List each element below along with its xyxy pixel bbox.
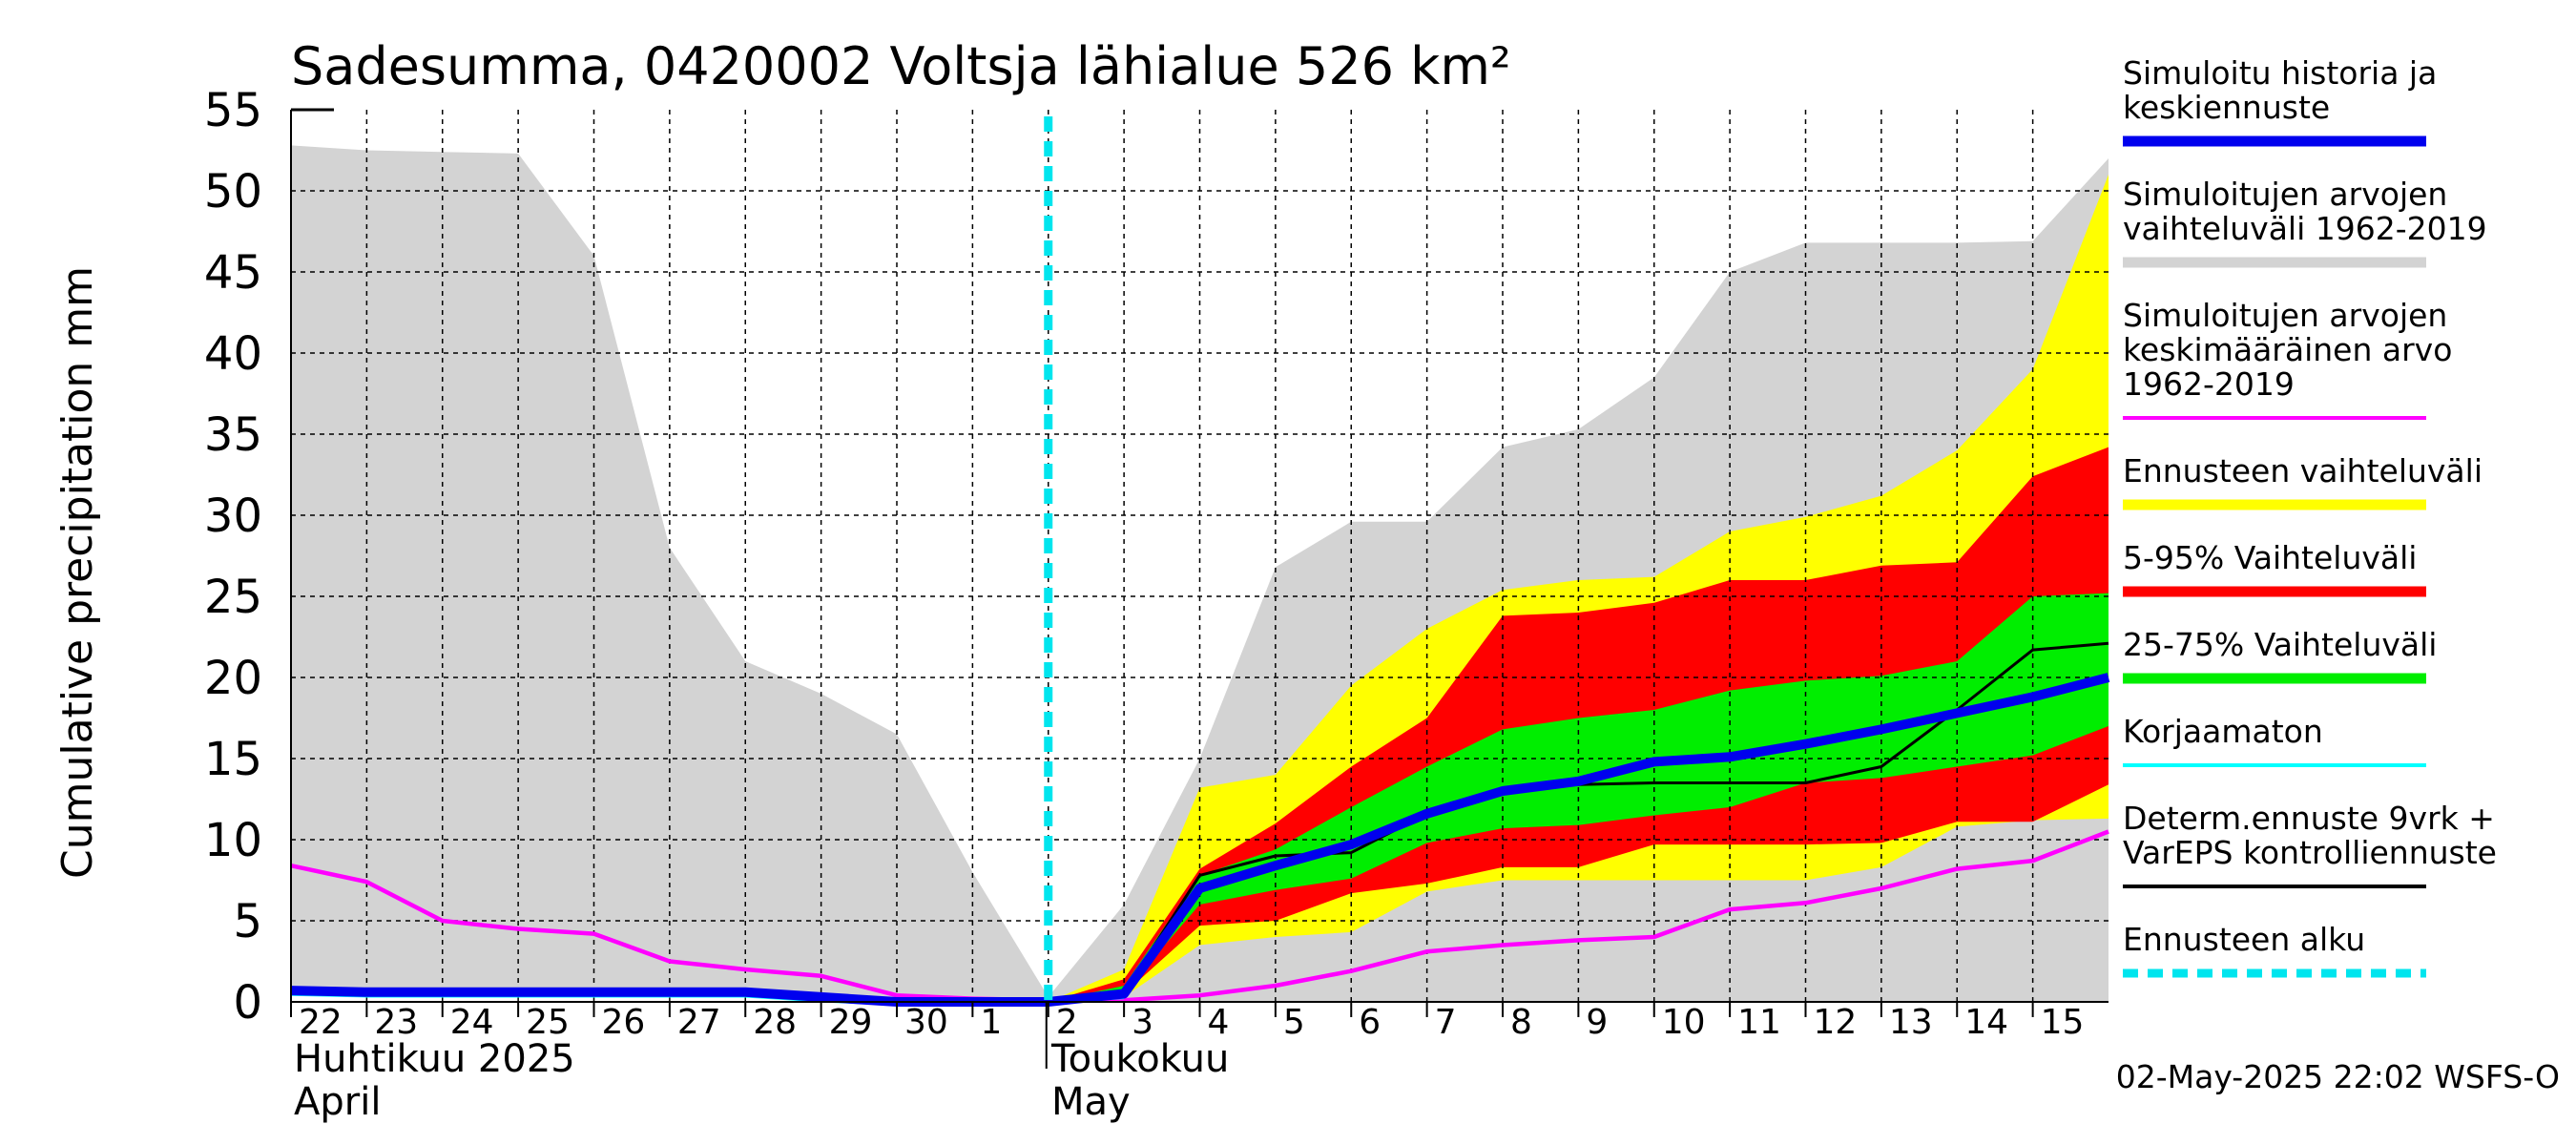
x-tick-label: 14 [1964, 1003, 2008, 1042]
legend-item-3: Ennusteen vaihteluväli [2123, 452, 2483, 510]
x-tick-label: 29 [829, 1003, 873, 1042]
x-tick-label: 8 [1510, 1003, 1532, 1042]
month-label-april-en: April [294, 1080, 381, 1124]
x-tick-label: 1 [980, 1003, 1002, 1042]
x-tick-label: 5 [1283, 1003, 1305, 1042]
x-tick-label: 4 [1208, 1003, 1230, 1042]
y-tick-label: 40 [204, 327, 262, 381]
timestamp: 02-May-2025 22:02 WSFS-O [2116, 1058, 2560, 1095]
legend-item-8: Ennusteen alku [2123, 921, 2426, 978]
series-line-0 [290, 829, 2109, 1003]
legend: Simuloitu historia jakeskiennusteSimuloi… [2123, 54, 2497, 978]
x-tick-label: 27 [677, 1003, 721, 1042]
x-tick-label: 13 [1889, 1003, 1933, 1042]
y-tick-label: 25 [204, 571, 262, 624]
legend-item-4: 5-95% Vaihteluväli [2123, 539, 2426, 597]
lines-layer [290, 116, 2110, 1007]
y-tick-label: 30 [204, 489, 262, 543]
x-tick-label: 12 [1814, 1003, 1858, 1042]
y-tick-label: 45 [204, 246, 262, 300]
x-tick-label: 15 [2041, 1003, 2085, 1042]
x-tick-label: 10 [1662, 1003, 1706, 1042]
x-tick-label: 28 [753, 1003, 797, 1042]
x-tick-label: 9 [1586, 1003, 1608, 1042]
y-axis-label: Cumulative precipitation mm [53, 266, 102, 879]
x-tick-label: 24 [450, 1003, 494, 1042]
month-label-may-en: May [1051, 1080, 1131, 1124]
legend-text: 25-75% Vaihteluväli [2123, 626, 2437, 663]
chart-title: Sadesumma, 0420002 Voltsja lähialue 526 … [291, 36, 1511, 96]
y-tick-label: 5 [233, 895, 262, 948]
legend-text: Simuloitujen arvojen [2123, 297, 2447, 334]
legend-text: keskimääräinen arvo [2123, 331, 2452, 368]
month-label-may-fi: Toukokuu [1050, 1037, 1229, 1081]
legend-item-5: 25-75% Vaihteluväli [2123, 626, 2437, 684]
legend-item-7: Determ.ennuste 9vrk +VarEPS kontrollienn… [2123, 800, 2497, 888]
legend-text: Ennusteen alku [2123, 921, 2365, 958]
x-tick-label: 23 [374, 1003, 418, 1042]
x-tick-label: 2 [1056, 1003, 1078, 1042]
y-tick-label: 55 [204, 84, 262, 137]
y-tick-label: 15 [204, 733, 262, 786]
x-tick-label: 26 [602, 1003, 646, 1042]
legend-text: VarEPS kontrolliennuste [2123, 834, 2497, 871]
x-tick-label: 6 [1359, 1003, 1381, 1042]
legend-item-6: Korjaamaton [2123, 713, 2426, 767]
x-tick-label: 22 [299, 1003, 343, 1042]
legend-text: Korjaamaton [2123, 713, 2323, 750]
legend-text: vaihteluväli 1962-2019 [2123, 210, 2487, 247]
x-tick-label: 25 [526, 1003, 570, 1042]
y-tick-label: 0 [233, 976, 262, 1030]
series-line-3 [290, 673, 2110, 1007]
legend-text: keskiennuste [2123, 89, 2330, 126]
y-tick-label: 10 [204, 814, 262, 867]
x-tick-label: 30 [904, 1003, 948, 1042]
y-tick-label: 20 [204, 652, 262, 705]
legend-text: Determ.ennuste 9vrk + [2123, 800, 2495, 837]
y-tick-label: 50 [204, 165, 262, 219]
x-tick-label: 7 [1435, 1003, 1457, 1042]
legend-text: 1962-2019 [2123, 365, 2295, 403]
grid-layer [291, 110, 2109, 1002]
month-label-april-fi: Huhtikuu 2025 [294, 1037, 575, 1081]
legend-text: Simuloitu historia ja [2123, 54, 2437, 92]
legend-text: Simuloitujen arvojen [2123, 176, 2447, 213]
legend-text: 5-95% Vaihteluväli [2123, 539, 2417, 576]
y-tick-label: 35 [204, 408, 262, 462]
x-tick-label: 11 [1737, 1003, 1781, 1042]
x-tick-label: 3 [1132, 1003, 1153, 1042]
legend-text: Ennusteen vaihteluväli [2123, 452, 2483, 489]
